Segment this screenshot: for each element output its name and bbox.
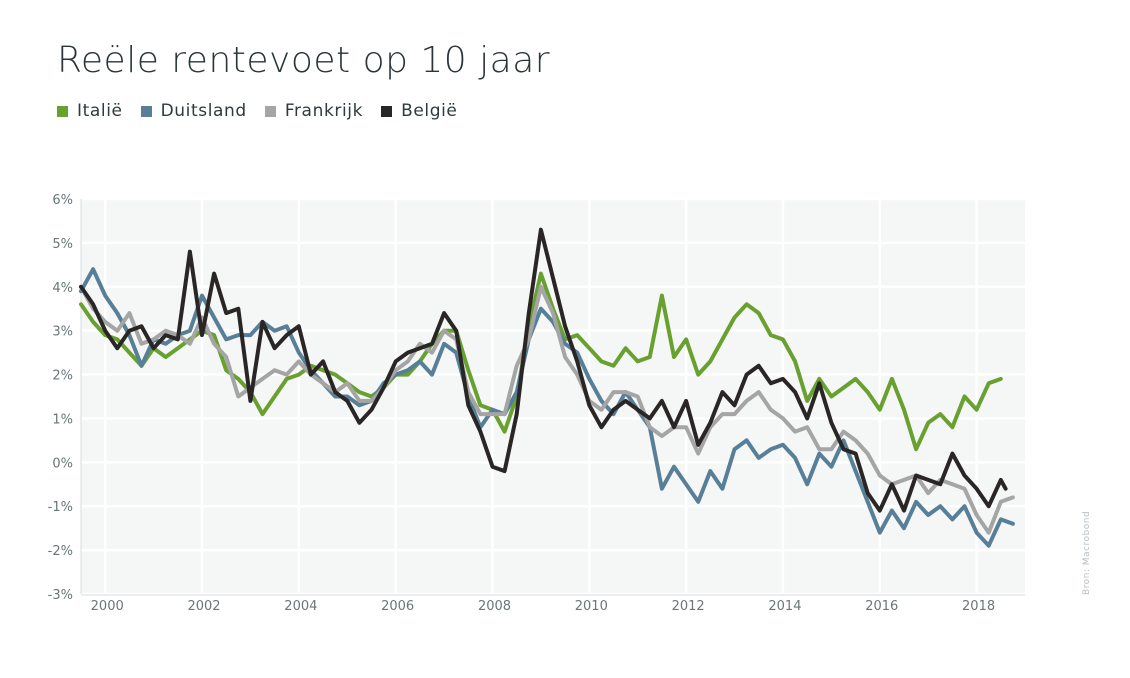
y-tick-label: -1% [48,500,73,515]
legend-swatch-italie [57,105,68,117]
x-tick-label: 2016 [865,599,898,614]
legend-swatch-frankrijk [264,105,276,117]
y-tick-label: 0% [52,456,73,471]
x-axis: 2000 2002 2004 2006 2008 2010 2012 2014 2016 2018 [81,594,1025,614]
x-tick-label: 2002 [187,599,220,614]
legend-item-italie: Italië [57,101,123,121]
series-line-italie [79,271,1003,452]
y-tick-label: 1% [52,412,73,427]
legend-swatch-belgie [381,105,393,117]
chart-title: Reële rentevoet op 10 jaar [57,40,551,81]
y-tick-label: 3% [52,325,73,340]
legend-label-belgie: België [401,101,458,121]
x-tick-label: 2000 [91,599,124,614]
legend-swatch-duitsland [140,105,152,117]
y-tick-label: 2% [52,369,73,384]
source-note: Bron: Macrobond [1082,510,1092,595]
x-tick-label: 2012 [672,599,705,614]
y-tick-label: -2% [48,544,73,559]
legend-item-duitsland: Duitsland [140,101,247,121]
x-tick-label: 2006 [381,599,414,614]
series-line-duitsland [79,267,1015,548]
x-tick-label: 2018 [962,599,995,614]
series-lines [79,227,1015,548]
legend: Italië Duitsland Frankrijk België [57,101,458,121]
y-tick-label: 6% [52,193,73,208]
x-tick-label: 2004 [284,599,317,614]
series-line-belgie [79,227,1008,513]
x-tick-label: 2008 [478,599,511,614]
legend-label-italie: Italië [77,101,123,121]
x-tick-label: 2010 [575,599,608,614]
x-tick-label: 2014 [768,599,801,614]
y-tick-label: -3% [48,588,73,603]
y-tick-label: 5% [52,237,73,252]
y-tick-label: 4% [52,281,73,296]
series-line-frankrijk [79,284,1015,535]
legend-label-duitsland: Duitsland [160,101,247,121]
legend-label-frankrijk: Frankrijk [284,101,364,121]
legend-item-frankrijk: Frankrijk [264,101,364,121]
y-axis: 6% 5% 4% 3% 2% 1% 0% -1% -2% -3% [48,193,82,603]
legend-item-belgie: België [381,101,457,121]
